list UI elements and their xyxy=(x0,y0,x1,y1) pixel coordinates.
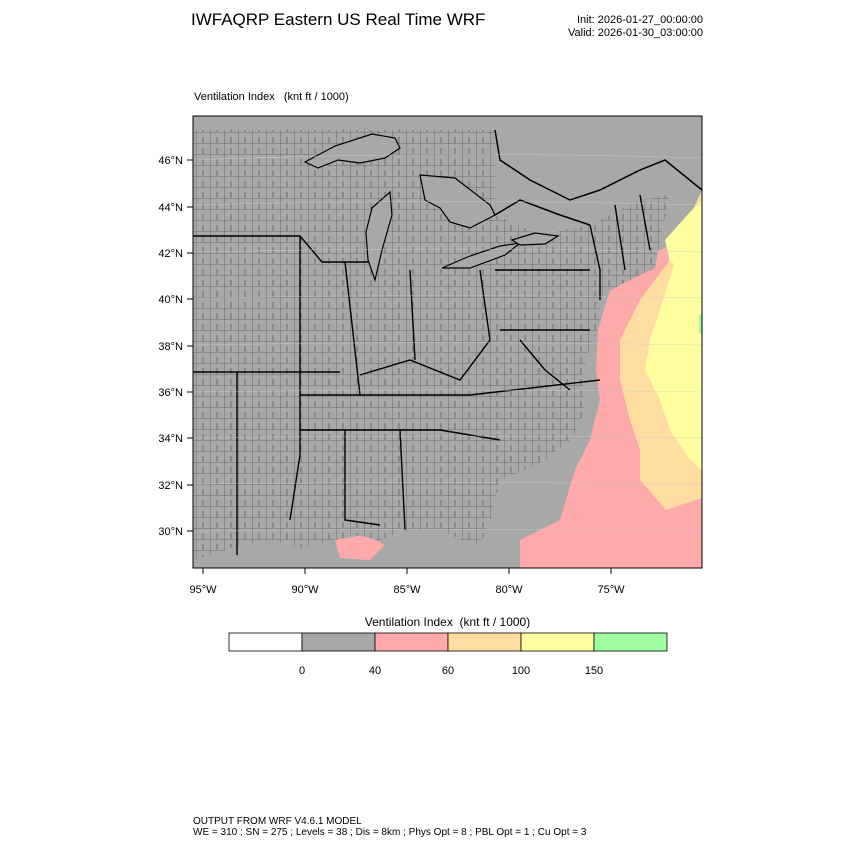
new-england-yellow xyxy=(665,200,702,270)
colorbar-bin xyxy=(447,632,522,652)
graticule xyxy=(193,154,702,532)
colorbar: 0 40 60 100 150 xyxy=(228,632,668,677)
colorbar-label: 150 xyxy=(585,665,603,677)
init-time: Init: 2026-01-27_00:00:00 xyxy=(577,14,703,26)
lake-michigan xyxy=(365,190,393,283)
latitude-axis: 46°N 44°N 42°N 40°N 38°N 36°N 34°N 32°N 30°N xyxy=(158,155,193,538)
lat-label: 38°N xyxy=(158,341,183,353)
footer-model-line: OUTPUT FROM WRF V4.6.1 MODEL xyxy=(193,816,362,827)
colorbar-bin xyxy=(301,632,376,652)
lat-label: 34°N xyxy=(158,433,183,445)
lat-label: 36°N xyxy=(158,387,183,399)
lon-label: 85°W xyxy=(393,584,421,596)
run-times: Init: 2026-01-27_00:00:00 Valid: 2026-01… xyxy=(568,14,703,40)
gulf-coast-pink xyxy=(335,535,385,560)
offshore-pink-streak xyxy=(620,498,702,555)
footer-config-line: WE = 310 ; SN = 275 ; Levels = 38 ; Dis … xyxy=(193,827,587,838)
colorbar-bin xyxy=(374,632,449,652)
lake-superior xyxy=(303,133,401,169)
colorbar-bin xyxy=(228,632,303,652)
atlantic-yellow-zone xyxy=(645,225,702,470)
colorbar-label: 40 xyxy=(369,665,381,677)
coastlines xyxy=(494,129,702,226)
colorbar-bin xyxy=(520,632,595,652)
colorbar-label: 100 xyxy=(512,665,530,677)
state-boundaries xyxy=(193,194,651,555)
lake-ontario xyxy=(510,232,560,246)
lon-label: 95°W xyxy=(189,584,217,596)
model-footer: OUTPUT FROM WRF V4.6.1 MODEL WE = 310 ; … xyxy=(193,816,586,838)
valid-time: Valid: 2026-01-30_03:00:00 xyxy=(568,27,703,39)
lon-label: 90°W xyxy=(291,584,319,596)
lat-label: 30°N xyxy=(158,526,183,538)
longitude-axis: 95°W 90°W 85°W 80°W 75°W xyxy=(189,568,625,596)
green-max-zone xyxy=(699,312,702,336)
colorbar-bin xyxy=(593,632,668,652)
map-frame xyxy=(192,115,703,569)
lat-label: 42°N xyxy=(158,248,183,260)
lat-label: 46°N xyxy=(158,155,183,167)
colorbar-title: Ventilation Index (knt ft / 1000) xyxy=(364,615,531,629)
map-panel xyxy=(193,116,702,568)
lon-label: 75°W xyxy=(597,584,625,596)
chart-title: IWFAQRP Eastern US Real Time WRF xyxy=(191,10,486,29)
lon-label: 80°W xyxy=(495,584,523,596)
colorbar-label: 0 xyxy=(299,665,305,677)
lat-label: 32°N xyxy=(158,480,183,492)
lat-label: 44°N xyxy=(158,202,183,214)
lat-label: 40°N xyxy=(158,294,183,306)
field-label: Ventilation Index (knt ft / 1000) xyxy=(194,91,349,103)
colorbar-label: 60 xyxy=(442,665,454,677)
